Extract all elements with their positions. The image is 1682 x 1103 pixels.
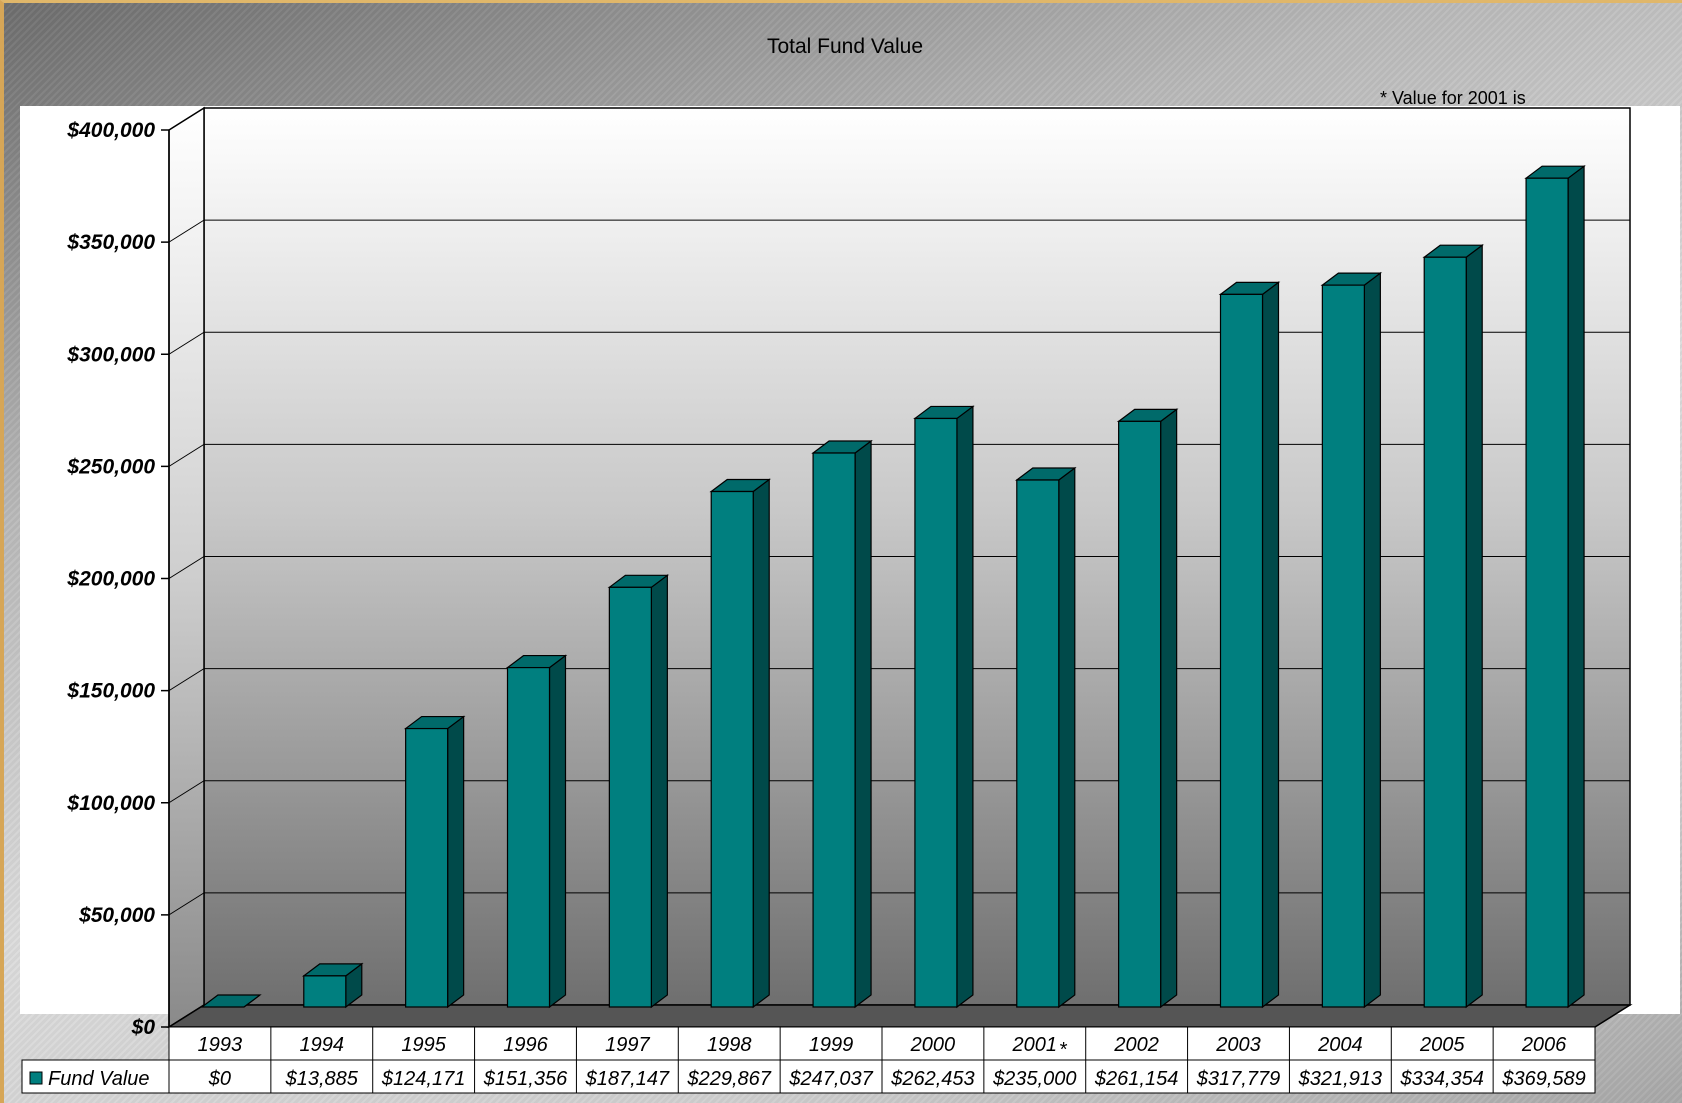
y-tick-label: $350,000	[66, 231, 155, 254]
x-tick-label: 1998	[707, 1034, 752, 1056]
bar-front	[303, 975, 347, 1008]
bar-front	[1525, 177, 1569, 1008]
legend-swatch	[29, 1071, 43, 1085]
bar-2001	[1014, 466, 1077, 1009]
bar-top	[200, 994, 262, 1008]
bar-2003	[1218, 281, 1281, 1009]
data-label: $262,453	[890, 1068, 974, 1090]
data-label: $261,154	[1094, 1068, 1178, 1090]
bar-front	[1118, 420, 1162, 1008]
category-marker: *	[1059, 1039, 1068, 1061]
bar-2004	[1320, 271, 1383, 1009]
bar-side	[752, 478, 770, 1009]
bar-1996	[505, 654, 568, 1009]
data-label: $317,779	[1196, 1068, 1280, 1090]
bar-side	[854, 439, 872, 1009]
y-tick-label: $250,000	[66, 455, 155, 478]
bar-2006	[1524, 164, 1586, 1009]
bar-front	[1016, 479, 1060, 1008]
x-tick-label: 2004	[1317, 1034, 1363, 1056]
bar-side	[1363, 271, 1381, 1009]
floor	[166, 1004, 1633, 1028]
gridline-side	[168, 892, 205, 916]
data-label: $334,354	[1400, 1068, 1484, 1090]
gridline-side	[168, 443, 205, 467]
y-tick-label: $150,000	[66, 680, 155, 703]
x-tick-label: 1995	[401, 1034, 446, 1056]
legend-label: Fund Value	[48, 1068, 150, 1090]
bar-front	[506, 666, 551, 1008]
y-axis: $0 $50,000 $100,000 $150,000 $200,000 $250,00…	[66, 119, 170, 1039]
gridline-side	[168, 219, 205, 243]
bar-side	[1465, 244, 1483, 1009]
y-tick-label: $0	[131, 1016, 156, 1039]
x-tick-label: 2003	[1215, 1034, 1261, 1056]
data-label: $151,356	[483, 1068, 568, 1090]
x-tick-label: 1994	[300, 1034, 345, 1056]
data-label: $187,147	[585, 1068, 670, 1090]
bar-side	[1567, 164, 1585, 1009]
gridline-side	[168, 668, 205, 692]
bar-side	[447, 715, 465, 1009]
data-label: $229,867	[687, 1068, 772, 1090]
chart-footnote: * Value for 2001 is	[1380, 88, 1526, 108]
data-table: 1993 $0 1994 $13,885 1995 $124,171 1996 $151,35…	[21, 1004, 1631, 1094]
bar-1997	[607, 574, 670, 1009]
x-tick-label: 1997	[605, 1034, 650, 1056]
y-tick-label: $100,000	[66, 792, 155, 815]
bar-1993	[200, 994, 262, 1008]
bar-front	[710, 490, 754, 1008]
bar-side	[548, 654, 567, 1009]
bars-group	[200, 164, 1586, 1009]
bar-2002	[1116, 408, 1179, 1009]
data-label: $13,885	[285, 1068, 359, 1090]
data-label: $247,037	[788, 1068, 873, 1090]
bar-front	[914, 417, 958, 1008]
y-tick-label: $50,000	[78, 904, 155, 927]
plot-area	[166, 106, 1633, 1029]
x-tick-label: 1993	[198, 1034, 243, 1056]
x-tick-label: 2002	[1113, 1034, 1159, 1056]
data-label: $124,171	[381, 1068, 465, 1090]
bar-side	[1261, 281, 1280, 1009]
gridline-side	[168, 556, 205, 579]
value-row	[21, 1059, 1596, 1094]
data-label: $235,000	[992, 1068, 1076, 1090]
bar-1999	[811, 439, 873, 1009]
x-tick-label: 2000	[910, 1034, 956, 1056]
bar-1994	[301, 962, 364, 1009]
y-tick-label: $400,000	[66, 119, 155, 142]
bar-1995	[403, 715, 466, 1009]
gridline-side	[168, 331, 205, 355]
x-tick-label: 2006	[1521, 1034, 1567, 1056]
table-corner	[1594, 1004, 1631, 1028]
gridline-side	[168, 107, 205, 131]
chart-title: Total Fund Value	[767, 35, 923, 58]
bar-2000	[913, 405, 975, 1009]
bar-side	[1058, 466, 1076, 1009]
y-tick-label: $200,000	[66, 568, 155, 591]
data-label: $369,589	[1501, 1068, 1585, 1090]
bar-front	[1423, 256, 1467, 1008]
y-tick-label: $300,000	[66, 343, 155, 366]
bar-front	[608, 586, 652, 1008]
bar-front	[1219, 293, 1264, 1008]
x-tick-label: 1996	[503, 1034, 548, 1056]
bar-front	[1321, 284, 1365, 1008]
bar-side	[1160, 408, 1178, 1009]
bar-side	[956, 405, 974, 1009]
bar-front	[405, 727, 449, 1008]
bar-side	[650, 574, 668, 1009]
x-tick-label: 1999	[809, 1034, 854, 1056]
x-tick-label: 2005	[1419, 1034, 1465, 1056]
data-label: $321,913	[1298, 1068, 1382, 1090]
bar-front	[812, 452, 856, 1008]
bar-2005	[1422, 244, 1485, 1009]
bar-1998	[709, 478, 772, 1009]
x-tick-label: 2001	[1012, 1034, 1058, 1056]
gridline-side	[168, 780, 205, 804]
data-label: $0	[208, 1068, 231, 1090]
